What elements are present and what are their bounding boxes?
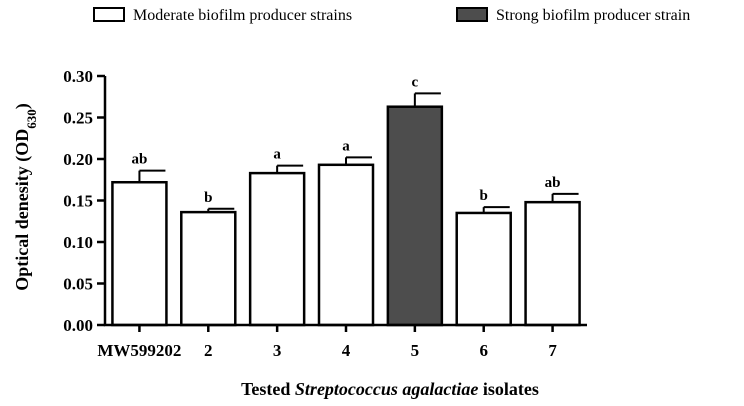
legend-item-strong: Strong biofilm producer strain xyxy=(456,7,690,24)
x-tick-label: MW599202 xyxy=(97,341,181,360)
legend-label-moderate: Moderate biofilm producer strains xyxy=(133,7,352,24)
y-tick-label: 0.00 xyxy=(63,316,93,335)
y-tick-label: 0.10 xyxy=(63,233,93,252)
y-axis-title-main: Optical denesity (OD xyxy=(12,129,33,291)
x-tick-label: 3 xyxy=(273,341,282,360)
bar-mw599202 xyxy=(111,180,168,327)
y-tick-label: 0.05 xyxy=(63,275,93,294)
significance-label: ab xyxy=(545,175,561,191)
bars: ab b a a c b ab xyxy=(111,74,581,327)
x-tick-label: 6 xyxy=(479,341,488,360)
bar-2 xyxy=(180,210,237,327)
significance-label: b xyxy=(204,190,212,206)
x-tick-label: 7 xyxy=(548,341,557,360)
significance-label: a xyxy=(342,138,350,154)
y-tick-label: 0.15 xyxy=(63,192,93,211)
bar-4 xyxy=(317,163,375,327)
x-tick-label: 5 xyxy=(411,341,420,360)
x-axis-title-suffix: isolates xyxy=(478,379,539,399)
y-axis-title-subscript: 630 xyxy=(24,109,39,129)
y-tick-label: 0.20 xyxy=(63,150,93,169)
y-tick-label: 0.25 xyxy=(63,109,93,128)
bar-5 xyxy=(386,105,444,327)
x-axis-title-prefix: Tested xyxy=(241,379,295,399)
significance-label: ab xyxy=(132,152,148,168)
y-axis-ticks: 0.00 0.05 0.10 0.15 0.20 0.25 0.30 xyxy=(63,67,105,335)
significance-label: c xyxy=(412,74,419,90)
legend: Moderate biofilm producer strains Strong… xyxy=(93,7,690,24)
x-axis-ticks: MW599202 2 3 4 5 6 7 xyxy=(97,325,557,360)
x-axis-title: Tested Streptococcus agalactiae isolates xyxy=(241,379,539,399)
y-tick-label: 0.30 xyxy=(63,67,93,86)
legend-swatch-strong xyxy=(456,7,488,22)
significance-label: b xyxy=(480,188,488,204)
y-axis-title: Optical denesity (OD630) xyxy=(12,103,39,291)
x-tick-label: 4 xyxy=(342,341,351,360)
x-axis-title-species: Streptococcus agalactiae xyxy=(295,379,478,399)
bar-7 xyxy=(524,200,581,327)
legend-swatch-moderate xyxy=(93,7,125,22)
bar-6 xyxy=(455,211,512,327)
bar-3 xyxy=(248,171,306,327)
significance-label: a xyxy=(273,147,281,163)
x-tick-label: 2 xyxy=(204,341,213,360)
legend-item-moderate: Moderate biofilm producer strains xyxy=(93,7,352,24)
legend-label-strong: Strong biofilm producer strain xyxy=(496,7,690,24)
y-axis-title-close: ) xyxy=(12,103,33,109)
